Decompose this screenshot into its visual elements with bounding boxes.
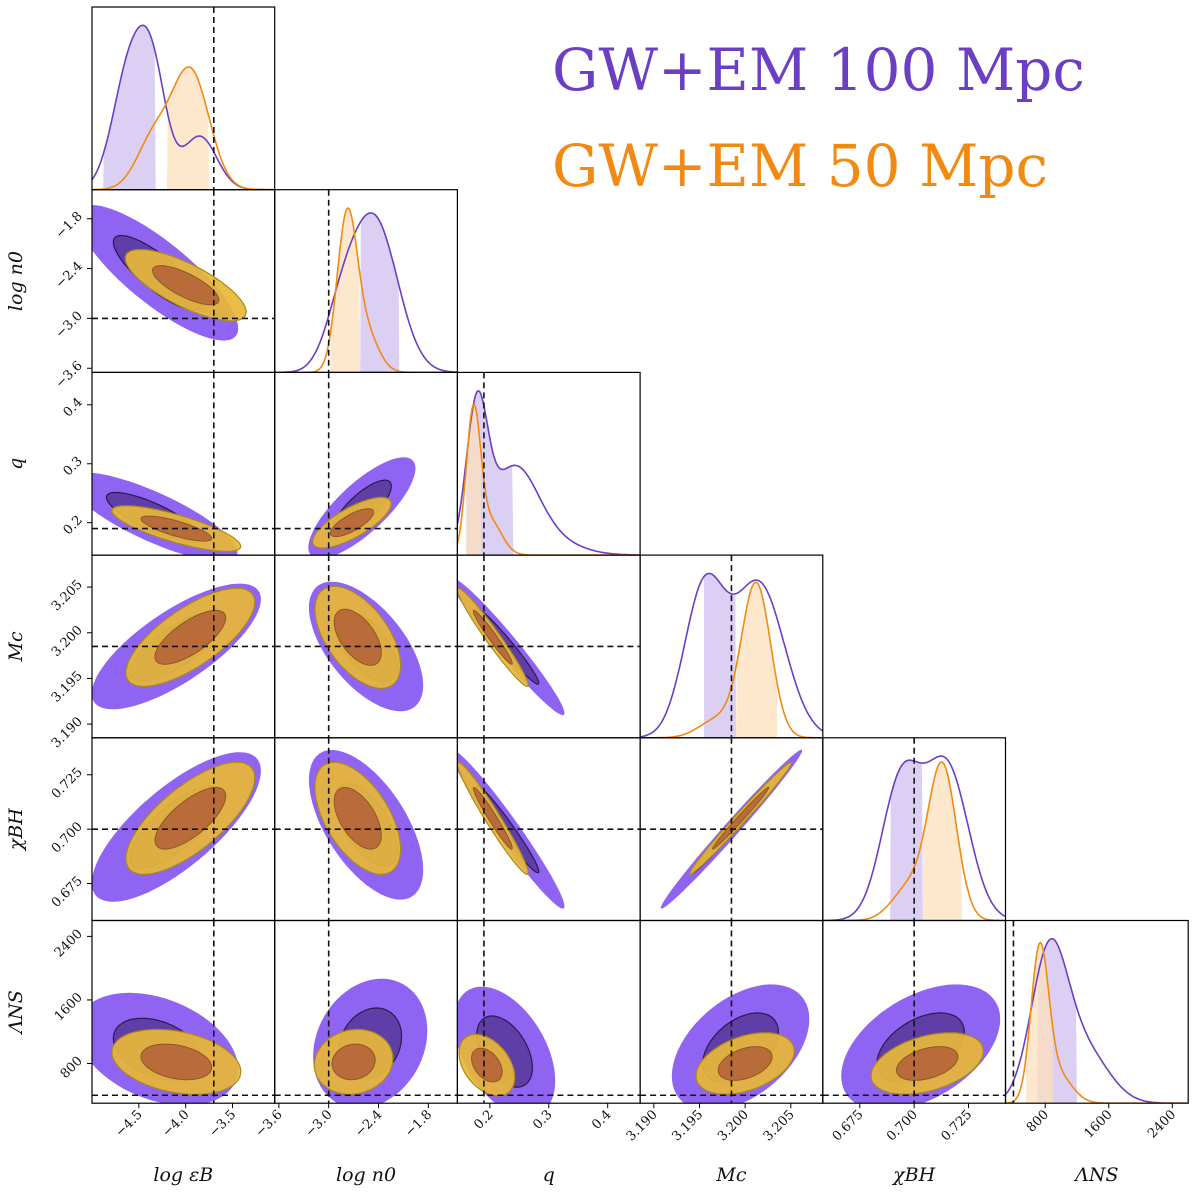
marginal-ci-logn0-1 bbox=[330, 208, 361, 373]
marginal-logeps bbox=[92, 24, 275, 190]
y-tick-label-lam: 2400 bbox=[52, 927, 86, 961]
y-axis-label-logn0: log n0 bbox=[5, 251, 27, 311]
contour-50mpc-inner bbox=[712, 787, 770, 850]
marginal-ci-logn0-0 bbox=[360, 212, 400, 373]
x-tick-label-logn0: −3.6 bbox=[253, 1107, 286, 1140]
y-tick-label-Mc: 3.190 bbox=[49, 714, 86, 751]
x-axis-label-lam: ΛNS bbox=[1073, 1164, 1118, 1186]
x-tick-label-Mc: 3.195 bbox=[669, 1107, 706, 1144]
y-tick-label-chi: 0.700 bbox=[49, 819, 86, 856]
joint-logeps-logn0 bbox=[92, 204, 247, 341]
y-tick-label-logn0: −1.8 bbox=[53, 209, 86, 242]
panel-frame bbox=[1004, 919, 1189, 1104]
x-tick-label-lam: 800 bbox=[1024, 1107, 1052, 1135]
joint-chi-lam bbox=[841, 984, 1001, 1104]
contour-50mpc-inner bbox=[472, 609, 513, 665]
contour-50mpc-inner bbox=[471, 1047, 503, 1083]
x-tick-label-logeps: −3.5 bbox=[206, 1107, 239, 1140]
y-tick-label-q: 0.3 bbox=[61, 454, 86, 479]
x-tick-label-logn0: −1.8 bbox=[402, 1107, 435, 1140]
x-tick-label-lam: 1600 bbox=[1082, 1107, 1116, 1141]
y-tick-label-logn0: −3.0 bbox=[53, 309, 86, 342]
marginal-curve-logn0-1 bbox=[274, 206, 458, 373]
y-tick-label-Mc: 3.205 bbox=[49, 577, 86, 614]
marginal-ci-logeps-0 bbox=[103, 25, 156, 190]
y-tick-label-lam: 1600 bbox=[52, 990, 86, 1024]
x-tick-label-q: 0.4 bbox=[589, 1107, 614, 1132]
contour-50mpc-inner bbox=[472, 786, 513, 850]
joint-logn0-q bbox=[308, 457, 416, 556]
x-tick-label-q: 0.2 bbox=[471, 1107, 496, 1132]
marginal-ci-chi-1 bbox=[922, 761, 962, 921]
contour-50mpc-inner bbox=[331, 1043, 376, 1081]
x-tick-label-q: 0.3 bbox=[530, 1107, 555, 1132]
x-tick-label-logn0: −3.0 bbox=[303, 1107, 336, 1140]
marginal-curve-q-1 bbox=[457, 403, 641, 556]
y-tick-label-q: 0.4 bbox=[61, 395, 86, 420]
y-axis-label-Mc: Mc bbox=[5, 631, 27, 662]
marginal-lam bbox=[1005, 938, 1189, 1104]
y-axis-label-q: q bbox=[5, 458, 27, 470]
marginal-curve-q-0 bbox=[457, 389, 641, 556]
y-tick-label-chi: 0.675 bbox=[49, 874, 86, 911]
x-axis-label-chi: χBH bbox=[891, 1164, 935, 1186]
y-tick-label-lam: 800 bbox=[58, 1054, 86, 1082]
x-axis-label-logn0: log n0 bbox=[336, 1164, 396, 1186]
marginal-curve-logeps-1 bbox=[92, 66, 275, 190]
y-axis-label-chi: χBH bbox=[5, 808, 27, 852]
y-tick-label-q: 0.2 bbox=[61, 513, 86, 538]
contour-50mpc-inner bbox=[154, 787, 227, 850]
x-axis-label-logeps: log εB bbox=[153, 1164, 213, 1186]
x-tick-label-logeps: −4.5 bbox=[113, 1107, 146, 1140]
marginal-ci-logeps-1 bbox=[166, 66, 210, 190]
x-tick-label-chi: 0.675 bbox=[830, 1107, 867, 1144]
x-tick-label-Mc: 3.200 bbox=[715, 1107, 752, 1144]
contour-50mpc-inner bbox=[333, 608, 382, 666]
y-axis-label-lam: ΛNS bbox=[5, 990, 27, 1035]
legend: GW+EM 100 Mpc GW+EM 50 Mpc bbox=[552, 22, 1085, 214]
y-tick-label-logn0: −2.4 bbox=[53, 259, 86, 292]
marginal-ci-q-1 bbox=[466, 404, 481, 556]
contour-50mpc-inner bbox=[154, 609, 227, 665]
x-tick-label-lam: 2400 bbox=[1145, 1107, 1179, 1141]
marginal-q bbox=[457, 389, 641, 556]
y-tick-label-Mc: 3.195 bbox=[49, 669, 86, 706]
joint-logn0-lam bbox=[313, 978, 428, 1104]
legend-entry-50mpc: GW+EM 50 Mpc bbox=[552, 132, 1048, 200]
marginal-curve-Mc-0 bbox=[640, 572, 823, 738]
contour-50mpc-inner bbox=[895, 1046, 959, 1081]
joint-logeps-chi bbox=[92, 752, 261, 902]
marginal-ci-lam-1 bbox=[1026, 942, 1054, 1104]
contour-50mpc-inner bbox=[140, 1043, 213, 1081]
marginal-Mc bbox=[640, 572, 823, 738]
x-tick-label-chi: 0.725 bbox=[938, 1107, 975, 1144]
joint-Mc-lam bbox=[671, 984, 810, 1104]
marginal-curve-logn0-0 bbox=[274, 212, 458, 373]
marginal-ci-Mc-1 bbox=[736, 582, 778, 738]
y-tick-label-Mc: 3.200 bbox=[49, 623, 86, 660]
x-tick-label-Mc: 3.205 bbox=[761, 1107, 798, 1144]
contour-50mpc-inner bbox=[329, 508, 375, 538]
joint-logn0-chi bbox=[308, 750, 424, 900]
x-axis-label-q: q bbox=[543, 1164, 555, 1186]
y-tick-label-chi: 0.725 bbox=[49, 765, 86, 802]
x-tick-label-chi: 0.700 bbox=[884, 1107, 921, 1144]
x-tick-label-logeps: −4.0 bbox=[160, 1107, 193, 1140]
contour-50mpc-inner bbox=[151, 265, 220, 306]
marginal-logn0 bbox=[274, 206, 458, 373]
joint-logeps-lam bbox=[92, 992, 242, 1104]
x-tick-label-Mc: 3.190 bbox=[624, 1107, 661, 1144]
joint-logeps-q bbox=[92, 472, 242, 556]
contour-50mpc-inner bbox=[333, 787, 382, 850]
legend-entry-100mpc: GW+EM 100 Mpc bbox=[552, 36, 1085, 104]
x-axis-label-Mc: Mc bbox=[715, 1164, 746, 1186]
x-tick-label-logn0: −2.4 bbox=[352, 1107, 385, 1140]
joint-q-lam bbox=[457, 986, 556, 1104]
y-tick-label-logn0: −3.6 bbox=[53, 358, 86, 391]
